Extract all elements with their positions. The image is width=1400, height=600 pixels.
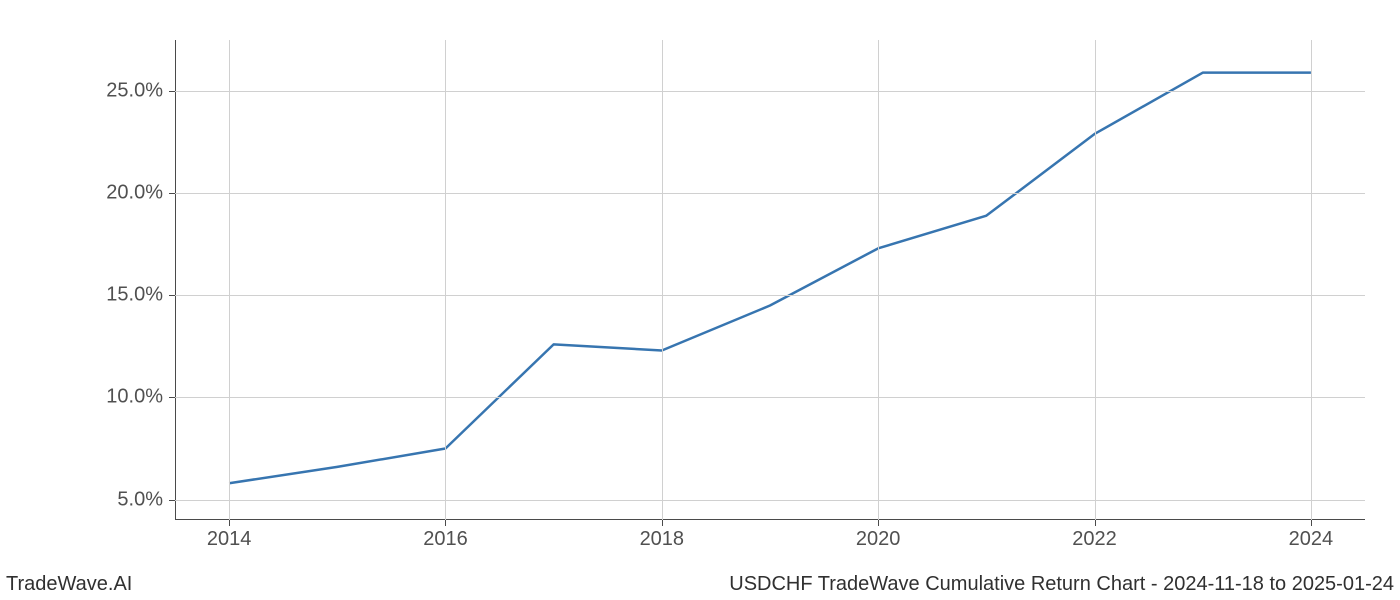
line-series	[175, 40, 1365, 520]
y-tick-label: 5.0%	[117, 488, 163, 511]
grid-line-horizontal	[175, 295, 1365, 296]
grid-line-horizontal	[175, 397, 1365, 398]
x-tick-mark	[229, 520, 230, 526]
x-tick-label: 2014	[207, 528, 252, 551]
x-tick-label: 2018	[640, 528, 685, 551]
grid-line-vertical	[1095, 40, 1096, 520]
grid-line-horizontal	[175, 193, 1365, 194]
y-tick-label: 15.0%	[106, 284, 163, 307]
grid-line-horizontal	[175, 91, 1365, 92]
x-tick-label: 2020	[856, 528, 901, 551]
x-tick-mark	[1095, 520, 1096, 526]
grid-line-vertical	[445, 40, 446, 520]
y-tick-mark	[169, 397, 175, 398]
y-tick-mark	[169, 91, 175, 92]
grid-line-horizontal	[175, 500, 1365, 501]
grid-line-vertical	[1311, 40, 1312, 520]
x-tick-mark	[1311, 520, 1312, 526]
footer-brand: TradeWave.AI	[6, 573, 132, 596]
x-tick-label: 2024	[1289, 528, 1334, 551]
grid-line-vertical	[229, 40, 230, 520]
x-tick-mark	[662, 520, 663, 526]
x-tick-label: 2016	[423, 528, 468, 551]
y-tick-mark	[169, 193, 175, 194]
x-tick-mark	[445, 520, 446, 526]
plot-area	[175, 40, 1365, 520]
x-tick-label: 2022	[1072, 528, 1117, 551]
x-tick-mark	[878, 520, 879, 526]
y-tick-mark	[169, 500, 175, 501]
y-tick-label: 10.0%	[106, 386, 163, 409]
grid-line-vertical	[878, 40, 879, 520]
footer-caption: USDCHF TradeWave Cumulative Return Chart…	[729, 573, 1394, 596]
cumulative-return-chart: 2014 2016 2018 2020 2022 2024 5.0% 10.0% 15.0% 2…	[0, 0, 1400, 600]
y-tick-label: 25.0%	[106, 80, 163, 103]
grid-line-vertical	[662, 40, 663, 520]
y-tick-mark	[169, 295, 175, 296]
return-line	[229, 73, 1311, 484]
y-tick-label: 20.0%	[106, 182, 163, 205]
